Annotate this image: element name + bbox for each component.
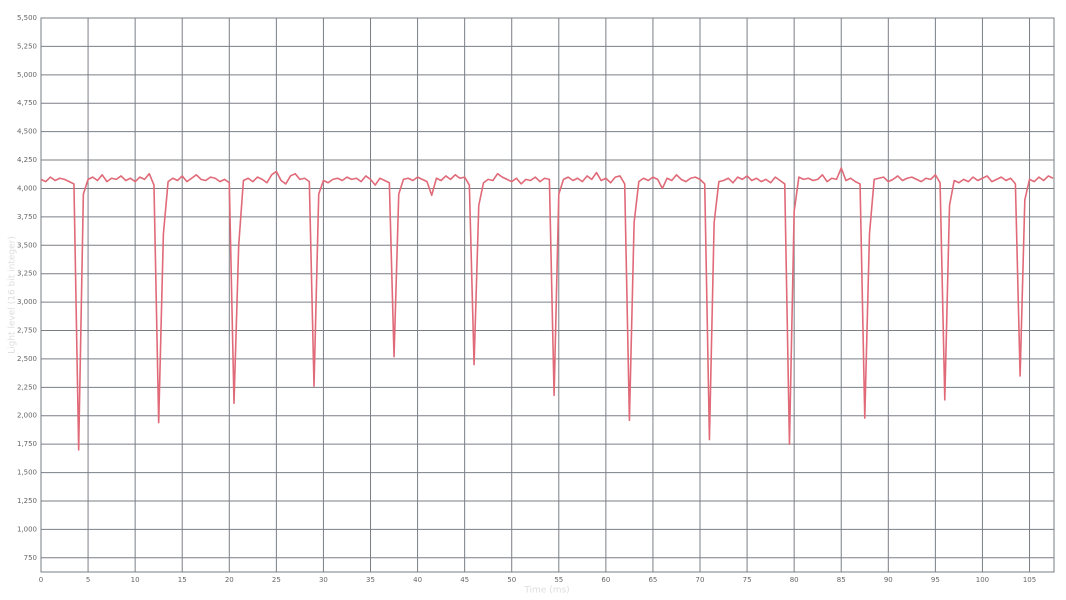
x-tick-label: 25 (272, 576, 281, 584)
y-tick-label: 5,500 (17, 14, 37, 22)
y-tick-label: 2,000 (17, 412, 37, 420)
x-tick-label: 35 (366, 576, 375, 584)
y-tick-label: 1,250 (17, 497, 37, 505)
x-axis-title: Time (ms) (523, 586, 569, 596)
x-tick-label: 80 (790, 576, 799, 584)
y-tick-label: 2,750 (17, 327, 37, 335)
y-tick-label: 5,250 (17, 42, 37, 50)
x-tick-label: 15 (178, 576, 187, 584)
x-tick-label: 95 (931, 576, 940, 584)
x-tick-label: 45 (460, 576, 469, 584)
y-tick-label: 4,000 (17, 184, 37, 192)
x-tick-label: 75 (743, 576, 752, 584)
x-tick-label: 0 (39, 576, 43, 584)
y-tick-label: 2,250 (17, 383, 37, 391)
y-tick-label: 3,500 (17, 241, 37, 249)
x-tick-label: 30 (319, 576, 328, 584)
y-axis-title: Light level (16 bit integer) (8, 236, 18, 354)
y-tick-label: 3,750 (17, 213, 37, 221)
y-tick-label: 3,000 (17, 298, 37, 306)
x-tick-label: 10 (131, 576, 140, 584)
x-tick-label: 100 (976, 576, 989, 584)
x-tick-label: 105 (1023, 576, 1036, 584)
y-tick-label: 1,000 (17, 525, 37, 533)
y-tick-label: 1,750 (17, 440, 37, 448)
x-tick-label: 5 (86, 576, 90, 584)
x-tick-label: 55 (554, 576, 563, 584)
y-tick-label: 2,500 (17, 355, 37, 363)
y-tick-label: 750 (24, 554, 37, 562)
x-tick-label: 60 (601, 576, 610, 584)
x-tick-label: 50 (507, 576, 516, 584)
x-tick-label: 85 (837, 576, 846, 584)
plot-area (40, 17, 1055, 573)
data-line (40, 167, 1054, 451)
x-tick-label: 20 (225, 576, 234, 584)
x-tick-label: 65 (648, 576, 657, 584)
y-tick-label: 1,500 (17, 469, 37, 477)
y-tick-label: 4,250 (17, 156, 37, 164)
x-tick-label: 90 (884, 576, 893, 584)
y-tick-label: 4,750 (17, 99, 37, 107)
y-tick-label: 4,500 (17, 128, 37, 136)
x-tick-label: 70 (696, 576, 705, 584)
y-tick-label: 3,250 (17, 270, 37, 278)
y-tick-label: 5,000 (17, 71, 37, 79)
x-tick-label: 40 (413, 576, 422, 584)
